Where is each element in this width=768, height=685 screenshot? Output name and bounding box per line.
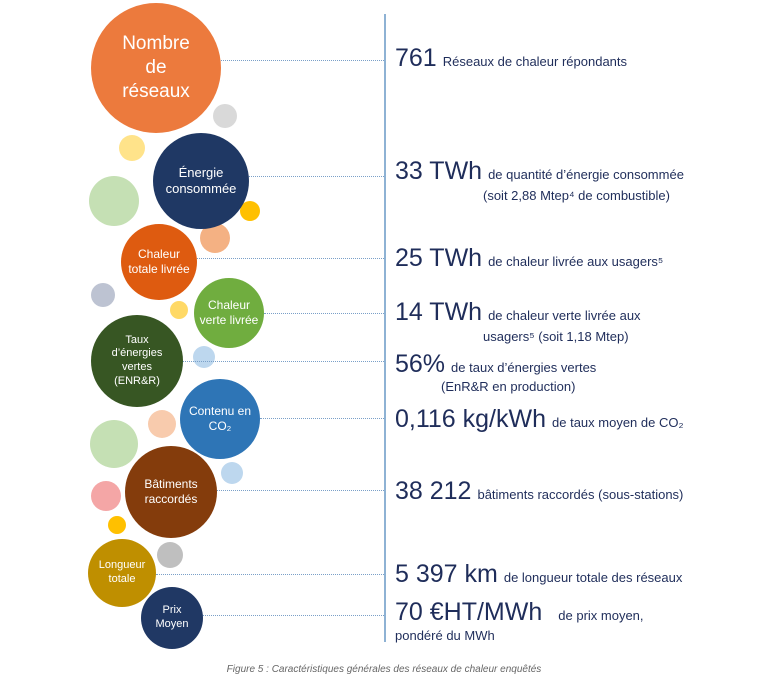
deco-circle-pink <box>91 481 121 511</box>
stat-text: bâtiments raccordés (sous-stations) <box>477 487 684 502</box>
stat-verte: 14 TWh de chaleur verte livrée aux <box>395 298 641 327</box>
stat-subtext: (EnR&R en production) <box>441 379 576 394</box>
connector-line <box>264 313 384 314</box>
figure-caption: Figure 5 : Caractéristiques générales de… <box>226 664 542 675</box>
stat-text: de quantité d’énergie consommée <box>488 167 684 182</box>
bubble-batiments: Bâtiments raccordés <box>125 446 217 538</box>
deco-circle-gold <box>108 516 126 534</box>
deco-circle-gold <box>240 201 260 221</box>
stat-value: 56% <box>395 350 446 378</box>
deco-circle-grey <box>213 104 237 128</box>
deco-circle-yellow <box>170 301 188 319</box>
connector-line <box>156 574 384 575</box>
stat-reseaux: 761 Réseaux de chaleur répondants <box>395 44 627 73</box>
stat-text: de chaleur livrée aux usagers⁵ <box>488 254 664 269</box>
connector-line <box>197 258 384 259</box>
stat-subtext: pondéré du MWh <box>395 628 495 643</box>
connector-line <box>260 418 384 419</box>
connector-line <box>217 490 384 491</box>
connector-line <box>203 615 384 616</box>
stat-co2: 0,116 kg/kWh de taux moyen de CO₂ <box>395 405 684 434</box>
stat-value: 14 TWh <box>395 298 483 326</box>
bubble-reseaux: Nombre de réseaux <box>91 3 221 133</box>
stat-subtext: (soit 2,88 Mtep⁴ de combustible) <box>483 188 670 203</box>
stat-energie: 33 TWh de quantité d’énergie consommée <box>395 157 684 186</box>
bubble-prix: Prix Moyen <box>141 587 203 649</box>
bubble-chaleur-totale: Chaleur totale livrée <box>121 224 197 300</box>
stat-value: 25 TWh <box>395 244 483 272</box>
stat-text: de longueur totale des réseaux <box>503 570 683 585</box>
deco-circle-grey <box>91 283 115 307</box>
deco-circle-green <box>90 420 138 468</box>
stat-value: 33 TWh <box>395 157 483 185</box>
stat-taux: 56% de taux d’énergies vertes <box>395 350 596 379</box>
stat-value: 70 €HT/MWh <box>395 598 543 626</box>
divider-line <box>384 14 386 642</box>
stat-batiments: 38 212 bâtiments raccordés (sous-stations… <box>395 477 683 506</box>
deco-circle-lightblue <box>193 346 215 368</box>
connector-line <box>221 60 384 61</box>
deco-circle-peach <box>148 410 176 438</box>
bubble-taux: Taux d’énergies vertes (ENR&R) <box>91 315 183 407</box>
connector-line <box>183 361 384 362</box>
stat-prix: 70 €HT/MWh de prix moyen, <box>395 598 644 627</box>
bubble-chaleur-verte: Chaleur verte livrée <box>194 278 264 348</box>
stat-text: Réseaux de chaleur répondants <box>442 54 628 69</box>
deco-circle-green <box>89 176 139 226</box>
bubble-contenu: Contenu en CO₂ <box>180 379 260 459</box>
stat-text: de prix moyen, <box>558 608 644 623</box>
stat-value: 761 <box>395 44 437 72</box>
stat-longueur: 5 397 km de longueur totale des réseaux <box>395 560 682 589</box>
deco-circle-lightblue <box>221 462 243 484</box>
stat-value: 5 397 km <box>395 560 498 588</box>
stat-subtext: usagers⁵ (soit 1,18 Mtep) <box>483 329 629 344</box>
deco-circle-grey <box>157 542 183 568</box>
stat-value: 38 212 <box>395 477 472 505</box>
deco-circle-yellow <box>119 135 145 161</box>
bubble-energie: Énergie consommée <box>153 133 249 229</box>
stat-text: de taux moyen de CO₂ <box>552 415 684 430</box>
connector-line <box>249 176 384 177</box>
bubble-longueur: Longueur totale <box>88 539 156 607</box>
stat-text: de taux d’énergies vertes <box>451 360 597 375</box>
stat-value: 0,116 kg/kWh <box>395 405 547 433</box>
stat-chaleur: 25 TWh de chaleur livrée aux usagers⁵ <box>395 244 663 273</box>
stat-text: de chaleur verte livrée aux <box>488 308 641 323</box>
